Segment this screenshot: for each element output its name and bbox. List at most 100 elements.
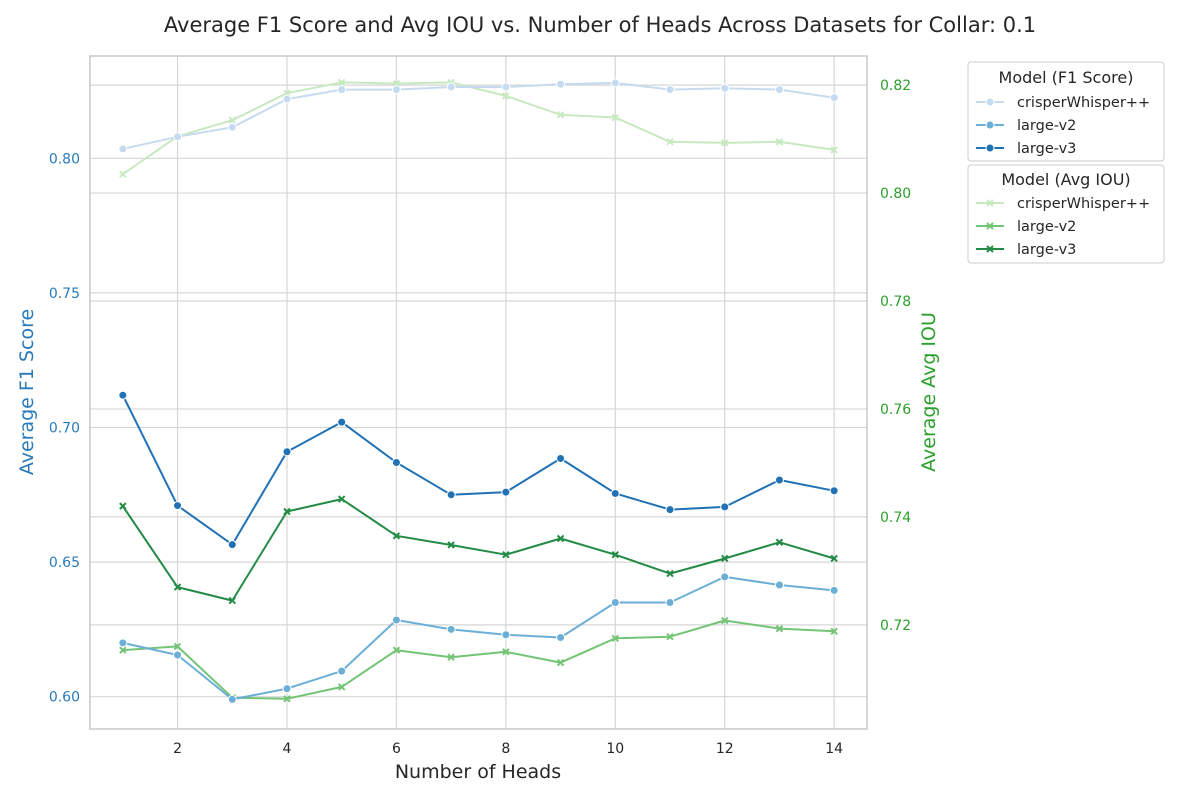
y-tick-label-right: 0.72 xyxy=(880,618,911,634)
data-point xyxy=(774,580,784,590)
data-point xyxy=(556,534,565,543)
y-tick-label-right: 0.76 xyxy=(880,402,911,418)
data-point xyxy=(611,634,620,643)
data-point xyxy=(829,585,839,595)
data-point xyxy=(173,650,183,660)
series-line xyxy=(122,575,835,701)
series-f1-crisperwhisper- xyxy=(118,78,839,154)
data-point xyxy=(392,79,401,88)
data-point xyxy=(829,486,839,496)
data-point xyxy=(556,632,566,642)
series-line xyxy=(122,81,835,150)
data-point xyxy=(556,79,566,89)
data-point xyxy=(447,541,455,549)
x-tick-label: 2 xyxy=(173,741,182,757)
series-iou-large-v3 xyxy=(119,495,838,605)
data-point xyxy=(173,642,182,651)
data-point xyxy=(337,85,347,95)
data-point xyxy=(610,78,620,88)
legend-iou: Model (Avg IOU) crisperWhisper++ large-v2… xyxy=(967,164,1165,264)
data-point xyxy=(446,624,456,634)
legend-marker xyxy=(986,199,994,207)
y-tick-label-right: 0.78 xyxy=(880,294,911,310)
data-point xyxy=(501,630,511,640)
series-line xyxy=(122,81,835,176)
data-point xyxy=(118,144,128,154)
data-point xyxy=(666,633,674,641)
data-point xyxy=(775,538,784,546)
legend-f1-title: Model (F1 Score) xyxy=(999,68,1134,87)
data-point xyxy=(721,554,729,563)
data-point xyxy=(282,447,292,457)
x-tick-label: 14 xyxy=(825,741,843,757)
data-point xyxy=(227,122,237,132)
data-point xyxy=(720,502,730,512)
series-iou-large-v2 xyxy=(119,616,838,703)
data-point xyxy=(610,488,620,498)
data-point xyxy=(337,417,347,427)
legend-f1: Model (F1 Score) crisperWhisper++ large-v… xyxy=(967,61,1165,162)
data-point xyxy=(775,624,784,633)
data-point xyxy=(391,615,401,625)
data-point xyxy=(391,85,401,95)
data-point xyxy=(283,507,291,516)
data-point xyxy=(119,502,127,510)
data-point xyxy=(610,597,620,607)
y-tick-label-left: 0.60 xyxy=(49,690,80,706)
legend-label: large-v2 xyxy=(1017,118,1076,134)
data-point xyxy=(446,490,456,500)
data-point xyxy=(774,475,784,485)
data-point xyxy=(501,82,511,92)
data-point xyxy=(830,146,838,154)
x-axis-label: Number of Heads xyxy=(395,761,561,783)
legend-label: large-v3 xyxy=(1017,242,1076,258)
data-point xyxy=(556,453,566,463)
y-axis-label-left: Average F1 Score xyxy=(16,309,38,475)
data-point xyxy=(501,487,511,497)
y-tick-label-right: 0.80 xyxy=(880,186,911,202)
legend-marker xyxy=(986,222,994,230)
data-point xyxy=(173,501,183,511)
ticks-layer: 2 4 6 8 10 12 14 0.60 0.65 0.70 0.75 0.80 0.72 0.74 0.… xyxy=(49,78,911,757)
chart-title: Average F1 Score and Avg IOU vs. Number … xyxy=(164,13,1036,37)
legend-marker xyxy=(985,120,995,130)
data-point xyxy=(392,532,401,540)
data-point xyxy=(118,390,128,400)
plot-frame xyxy=(89,55,868,730)
data-point xyxy=(337,495,346,503)
series-line xyxy=(121,498,835,602)
data-point xyxy=(830,627,838,636)
data-point xyxy=(720,83,730,93)
x-tick-label: 6 xyxy=(392,741,401,757)
data-point xyxy=(829,93,839,103)
data-point xyxy=(611,550,620,559)
legend-marker xyxy=(986,245,994,253)
series-f1-large-v2 xyxy=(118,572,839,704)
data-point xyxy=(391,457,401,467)
data-point xyxy=(282,684,292,694)
data-point xyxy=(392,646,401,654)
data-point xyxy=(775,138,784,146)
data-point xyxy=(720,572,730,582)
data-point xyxy=(556,111,565,119)
lines-layer xyxy=(118,78,839,704)
data-point xyxy=(611,113,620,122)
data-point xyxy=(119,170,127,178)
data-point xyxy=(665,85,675,95)
data-point xyxy=(774,85,784,95)
data-point xyxy=(830,554,838,563)
series-line xyxy=(121,394,835,546)
data-point xyxy=(446,82,456,92)
legend-label: large-v2 xyxy=(1017,219,1076,235)
legend-iou-title: Model (Avg IOU) xyxy=(1001,170,1130,189)
data-point xyxy=(283,695,291,703)
data-point xyxy=(282,94,292,104)
y-axis-label-right: Average Avg IOU xyxy=(918,312,940,472)
data-point xyxy=(665,597,675,607)
y-tick-label-left: 0.65 xyxy=(49,555,80,571)
data-point xyxy=(665,505,675,515)
legend-marker xyxy=(985,97,995,107)
series-f1-large-v3 xyxy=(118,390,839,550)
x-tick-label: 10 xyxy=(606,741,624,757)
